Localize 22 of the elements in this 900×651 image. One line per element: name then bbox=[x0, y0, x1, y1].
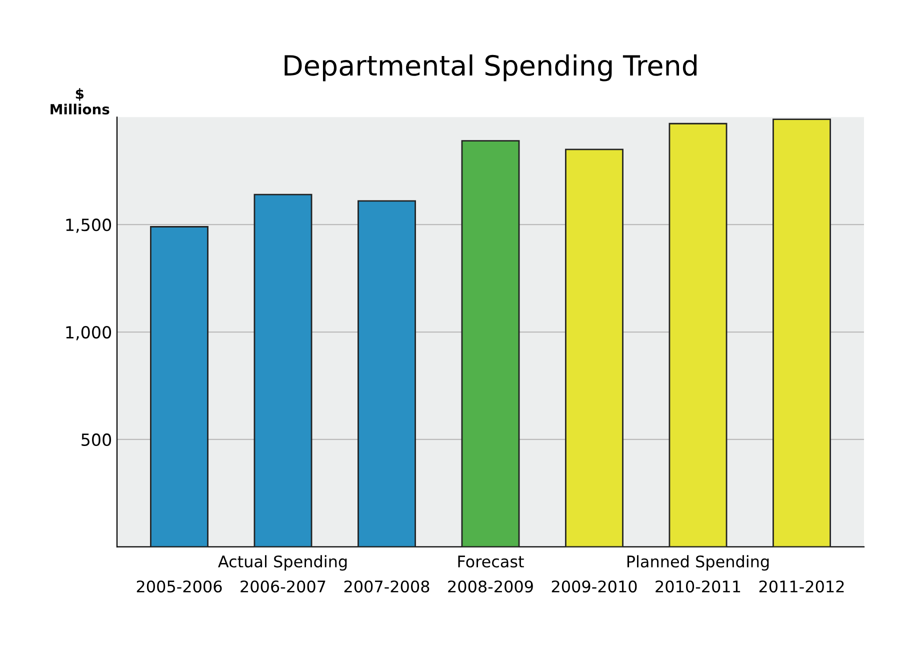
bar bbox=[254, 194, 312, 547]
y-tick-label: 1,500 bbox=[66, 218, 112, 233]
bar bbox=[668, 122, 728, 547]
bar bbox=[461, 140, 520, 547]
y-tick-label: 1,000 bbox=[66, 326, 112, 340]
y-tick-label: 500 bbox=[82, 433, 112, 446]
x-tick-label: 2011-2012 bbox=[759, 580, 844, 593]
x-tick-label: 2010-2011 bbox=[656, 580, 740, 593]
bar bbox=[150, 226, 208, 547]
x-tick-label: 2006-2007 bbox=[240, 580, 326, 593]
x-tick-label: 2007-2008 bbox=[344, 580, 430, 593]
bar bbox=[358, 200, 416, 547]
bar bbox=[772, 118, 831, 547]
y-axis-title: $ Millions bbox=[50, 88, 110, 114]
x-tick-label: 2009-2010 bbox=[552, 580, 637, 593]
text: Planned Spending bbox=[627, 555, 769, 571]
text: Actual Spending bbox=[218, 555, 347, 571]
text: Forecast bbox=[458, 556, 524, 568]
chart-title: Departmental Spending Trend bbox=[284, 54, 696, 82]
x-tick-label: 2008-2009 bbox=[448, 580, 533, 593]
x-tick-label: 2005-2006 bbox=[136, 580, 222, 593]
bar bbox=[565, 148, 624, 547]
